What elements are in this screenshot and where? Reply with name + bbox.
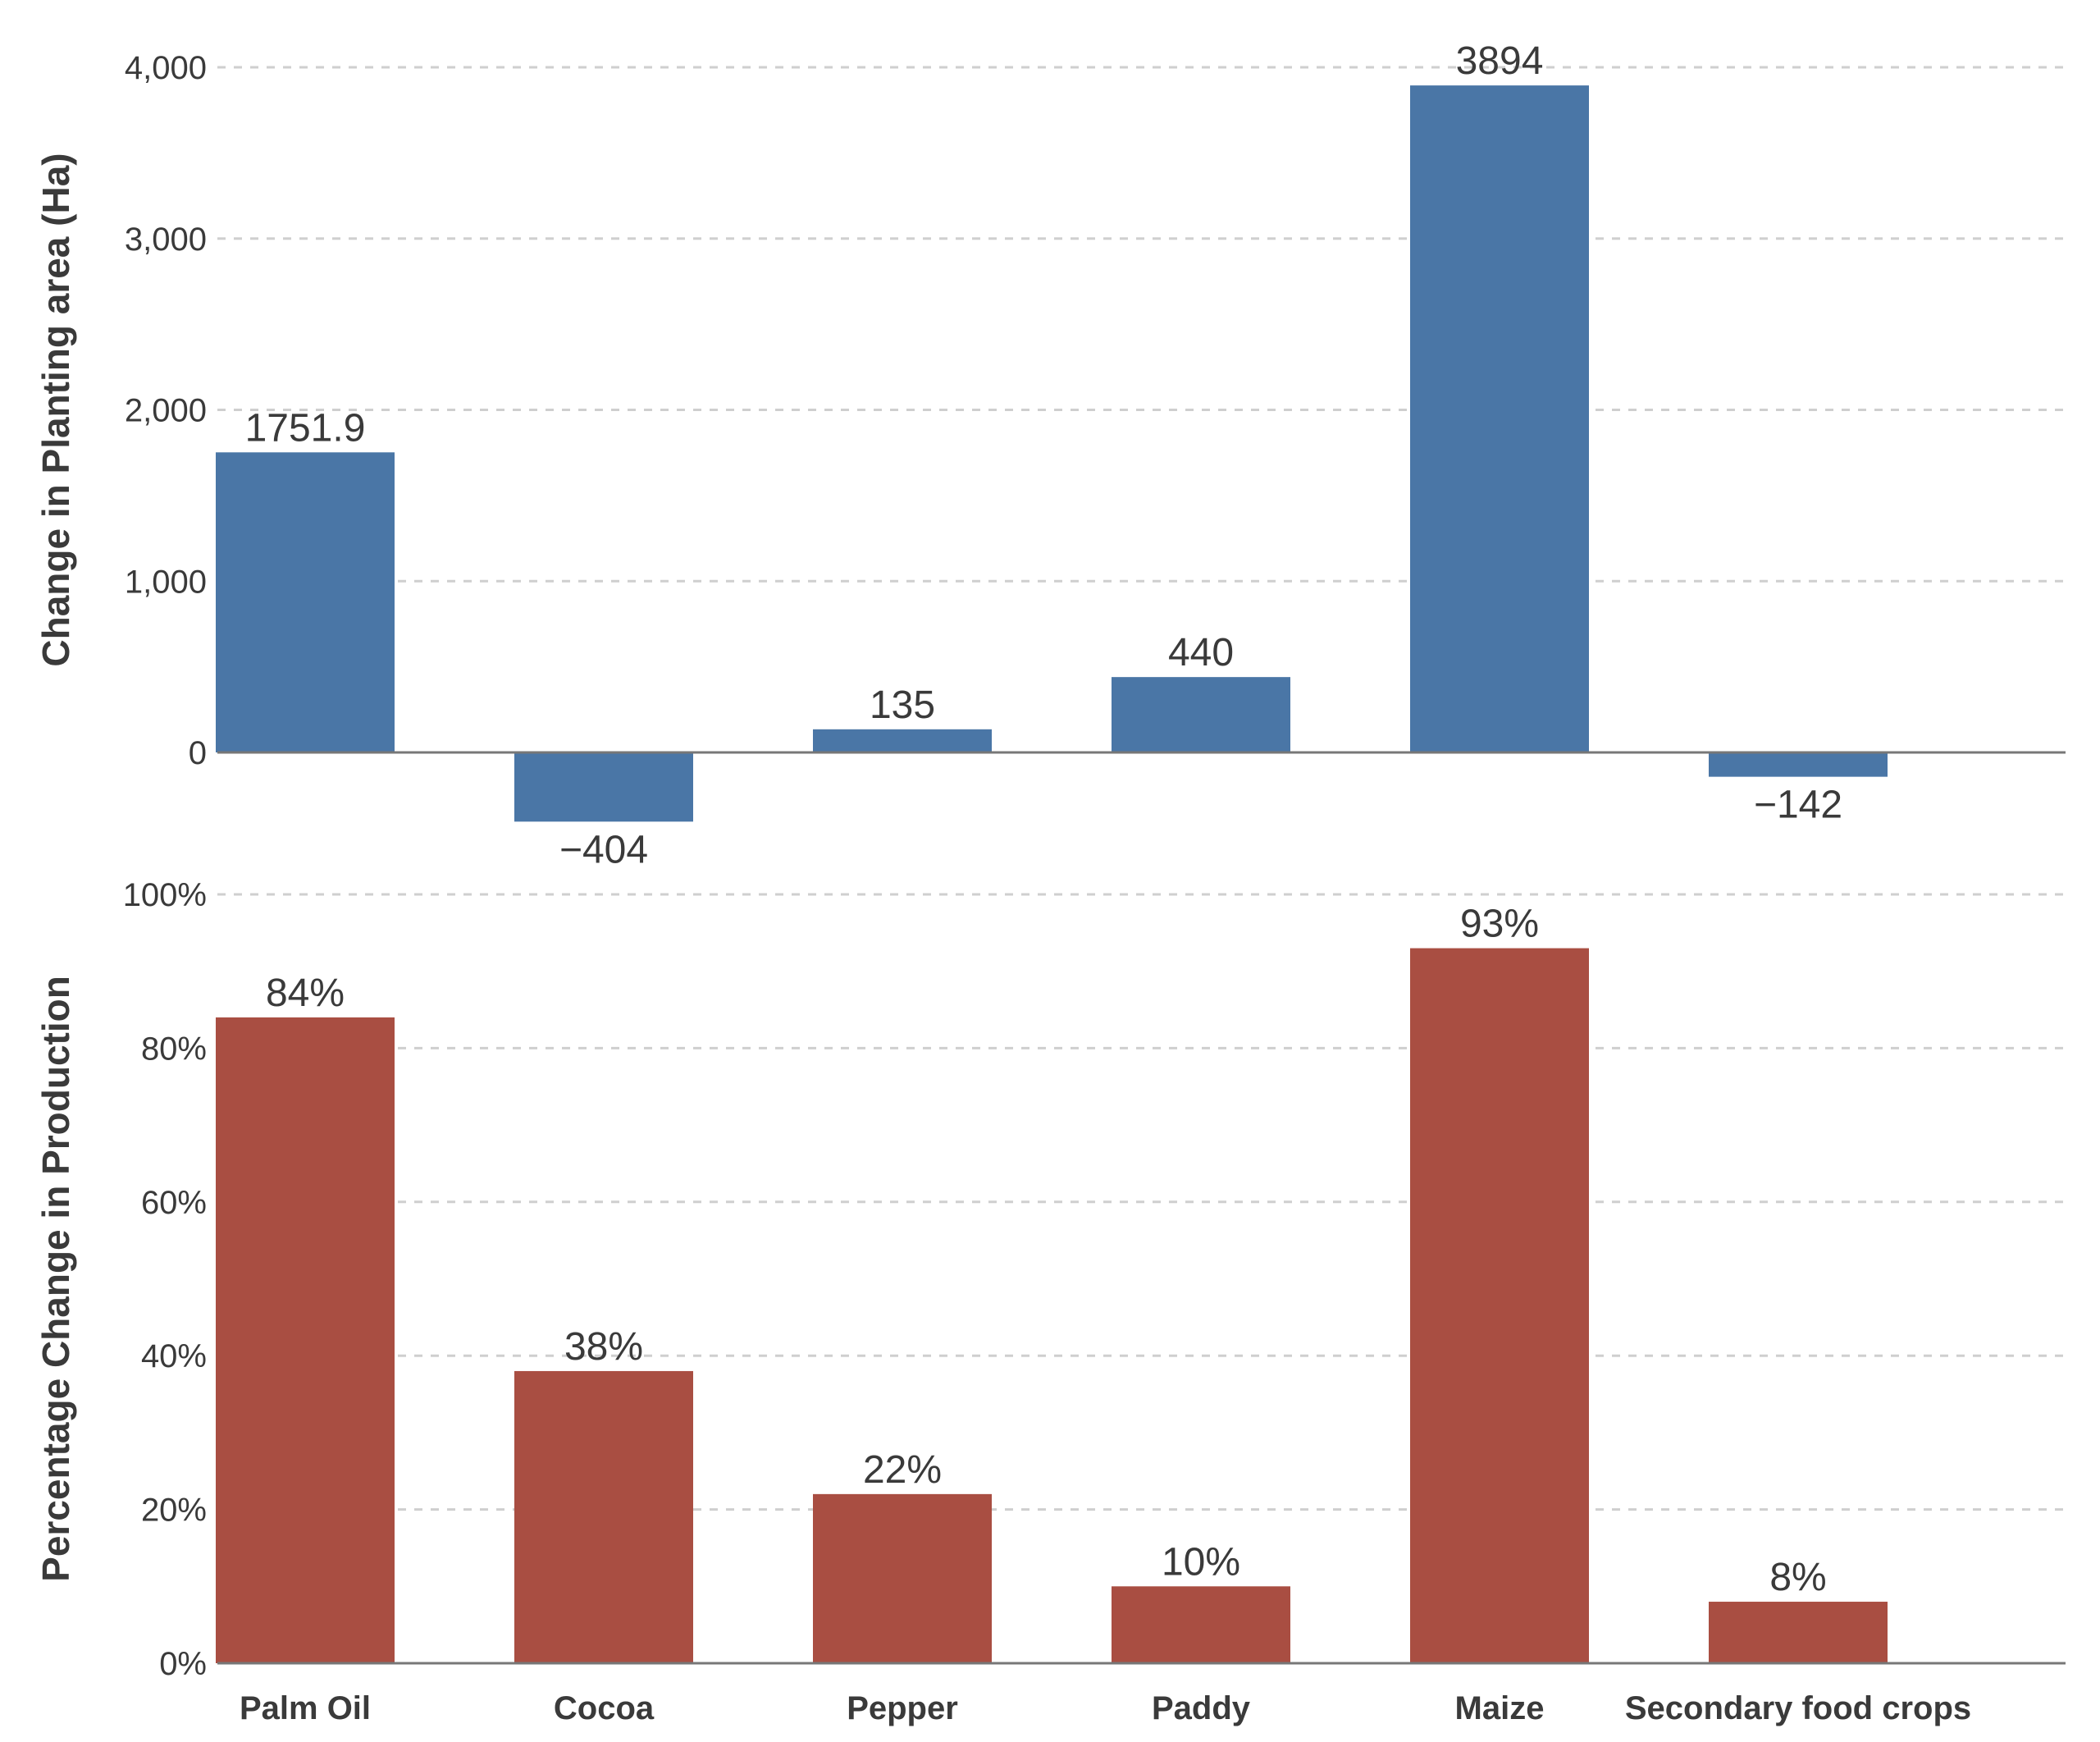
bar [1410, 85, 1589, 752]
category-label: Secondary food crops [1625, 1690, 1971, 1726]
category-label: Maize [1455, 1690, 1545, 1726]
data-label: 84% [266, 972, 345, 1015]
bar [1112, 1586, 1290, 1663]
y-tick-label: 3,000 [125, 222, 207, 258]
data-label: 8% [1769, 1556, 1826, 1599]
data-label: 10% [1162, 1540, 1240, 1584]
planting-area-chart: 0 1,000 2,000 3,000 4,000 1751.9 −404 135 440 389… [34, 39, 2066, 871]
bar [1709, 1602, 1888, 1663]
data-label: 93% [1460, 903, 1539, 946]
y-tick-label: 2,000 [125, 393, 207, 429]
data-label: 3894 [1456, 39, 1544, 83]
y-tick-label: 80% [141, 1031, 207, 1067]
data-label: 440 [1168, 631, 1234, 674]
y-axis-title: Percentage Change in Production [34, 976, 77, 1582]
bar [216, 452, 395, 752]
category-label: Cocoa [554, 1690, 655, 1726]
bar [514, 752, 693, 822]
production-change-chart: 0% 20% 40% 60% 80% 100% 84% 38% 22% 10% 93% 8% Perce… [34, 877, 2066, 1682]
category-axis: Palm Oil Cocoa Pepper Paddy Maize Secondary f… [240, 1690, 1971, 1726]
y-tick-label: 100% [123, 877, 207, 913]
y-tick-label: 0 [189, 735, 207, 771]
bar [514, 1370, 693, 1663]
y-tick-label: 40% [141, 1338, 207, 1374]
bar [1112, 677, 1290, 752]
category-label: Palm Oil [240, 1690, 371, 1726]
category-label: Pepper [847, 1690, 958, 1726]
y-tick-label: 0% [159, 1646, 207, 1682]
bar [813, 1493, 992, 1663]
y-tick-label: 1,000 [125, 564, 207, 600]
bar [1709, 752, 1888, 777]
data-label: −404 [559, 828, 648, 871]
bar [216, 1017, 395, 1663]
y-tick-label: 4,000 [125, 50, 207, 86]
category-label: Paddy [1152, 1690, 1251, 1726]
y-tick-label: 20% [141, 1493, 207, 1529]
y-tick-label: 60% [141, 1185, 207, 1221]
data-label: 135 [870, 684, 935, 727]
bar [813, 729, 992, 752]
data-label: 1751.9 [245, 406, 366, 450]
y-axis-title: Change in Planting area (Ha) [34, 153, 77, 666]
bar [1410, 948, 1589, 1663]
data-label: 38% [564, 1325, 643, 1369]
data-label: −142 [1754, 784, 1842, 827]
data-label: 22% [863, 1448, 942, 1492]
